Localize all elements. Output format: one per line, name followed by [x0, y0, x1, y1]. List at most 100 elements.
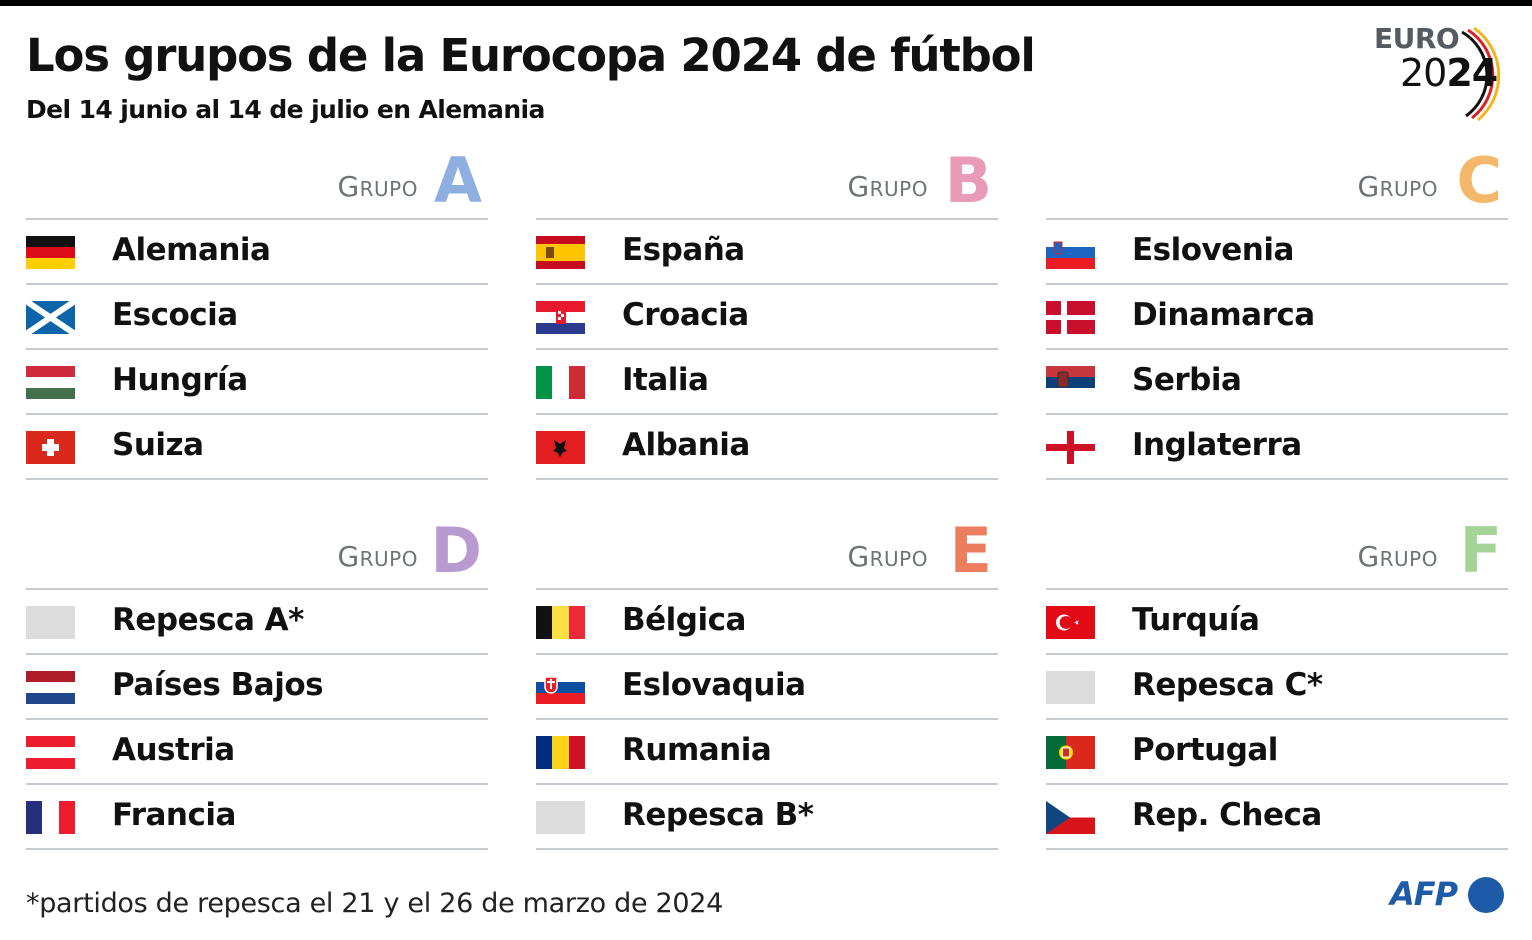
team-row: Croacia [536, 285, 998, 350]
team-row: Países Bajos [26, 655, 488, 720]
placeholder-flag-icon [1046, 671, 1095, 704]
team-row: Rumania [536, 720, 998, 785]
spain-flag-icon [536, 236, 585, 269]
team-name: Repesca A* [112, 602, 304, 638]
team-name: Turquía [1132, 602, 1260, 638]
team-name: Portugal [1132, 732, 1278, 768]
team-row: España [536, 220, 998, 285]
footnote: *partidos de repesca el 21 y el 26 de ma… [26, 888, 724, 919]
group-label: Grupo [1357, 540, 1438, 573]
euro-2024-logo: EURO 2024 [1370, 18, 1520, 128]
slovakia-flag-icon [536, 671, 585, 704]
team-name: Rumania [622, 732, 772, 768]
team-row: Escocia [26, 285, 488, 350]
group-label: Grupo [847, 540, 928, 573]
team-row: Alemania [26, 220, 488, 285]
team-name: Albania [622, 427, 750, 463]
group-letter: D [430, 514, 482, 587]
placeholder-flag-icon [536, 801, 585, 834]
switzerland-flag-icon [26, 431, 75, 464]
team-row: Austria [26, 720, 488, 785]
group-letter: B [944, 144, 992, 217]
group-d: Grupo D Repesca A* Países Bajos Austria Franc… [26, 514, 488, 850]
portugal-flag-icon [1046, 736, 1095, 769]
team-name: Croacia [622, 297, 749, 333]
team-name: Francia [112, 797, 236, 833]
page-title: Los grupos de la Eurocopa 2024 de fútbol [26, 29, 1036, 82]
team-row: Turquía [1046, 590, 1508, 655]
netherlands-flag-icon [26, 671, 75, 704]
group-label: Grupo [847, 170, 928, 203]
group-header: Grupo D [26, 514, 488, 590]
team-row: Italia [536, 350, 998, 415]
page-subtitle: Del 14 junio al 14 de julio en Alemania [26, 95, 545, 124]
group-letter: A [434, 144, 482, 217]
group-label: Grupo [337, 170, 418, 203]
italy-flag-icon [536, 366, 585, 399]
hungary-flag-icon [26, 366, 75, 399]
team-row: Repesca A* [26, 590, 488, 655]
group-letter: F [1459, 514, 1502, 587]
croatia-flag-icon [536, 301, 585, 334]
team-row: Suiza [26, 415, 488, 480]
team-row: Hungría [26, 350, 488, 415]
team-row: Dinamarca [1046, 285, 1508, 350]
team-row: Bélgica [536, 590, 998, 655]
team-name: Serbia [1132, 362, 1242, 398]
group-letter: C [1456, 144, 1502, 217]
group-header: Grupo B [536, 144, 998, 220]
serbia-flag-icon [1046, 366, 1095, 399]
team-name: Repesca B* [622, 797, 814, 833]
albania-flag-icon [536, 431, 585, 464]
team-row: Albania [536, 415, 998, 480]
team-row: Repesca C* [1046, 655, 1508, 720]
team-row: Serbia [1046, 350, 1508, 415]
logo-euro-text: EURO [1374, 22, 1460, 55]
team-row: Rep. Checa [1046, 785, 1508, 850]
team-row: Francia [26, 785, 488, 850]
team-name: España [622, 232, 745, 268]
team-name: Rep. Checa [1132, 797, 1322, 833]
logo-arcs-icon [1461, 26, 1501, 122]
team-name: Alemania [112, 232, 271, 268]
team-name: Países Bajos [112, 667, 324, 703]
placeholder-flag-icon [26, 606, 75, 639]
group-a: Grupo A Alemania Escocia Hungría Suiza [26, 144, 488, 480]
team-name: Hungría [112, 362, 248, 398]
team-name: Repesca C* [1132, 667, 1323, 703]
denmark-flag-icon [1046, 301, 1095, 334]
group-c: Grupo C Eslovenia Dinamarca Serbia Inglaterra [1046, 144, 1508, 480]
team-row: Eslovenia [1046, 220, 1508, 285]
team-row: Repesca B* [536, 785, 998, 850]
group-label: Grupo [337, 540, 418, 573]
team-row: Portugal [1046, 720, 1508, 785]
turkey-flag-icon [1046, 606, 1095, 639]
france-flag-icon [26, 801, 75, 834]
group-b: Grupo B España Croacia Italia Albania [536, 144, 998, 480]
group-f: Grupo F Turquía Repesca C* Portugal Rep. Chec… [1046, 514, 1508, 850]
belgium-flag-icon [536, 606, 585, 639]
top-bar [0, 0, 1532, 6]
scotland-flag-icon [26, 301, 75, 334]
team-name: Escocia [112, 297, 238, 333]
group-header: Grupo C [1046, 144, 1508, 220]
team-name: Bélgica [622, 602, 746, 638]
group-header: Grupo A [26, 144, 488, 220]
team-name: Austria [112, 732, 235, 768]
team-name: Dinamarca [1132, 297, 1315, 333]
logo-year: 2024 [1400, 51, 1498, 95]
team-name: Italia [622, 362, 709, 398]
group-letter: E [949, 514, 992, 587]
group-header: Grupo E [536, 514, 998, 590]
group-label: Grupo [1357, 170, 1438, 203]
afp-logo: AFP [1390, 875, 1506, 915]
team-name: Eslovaquia [622, 667, 806, 703]
romania-flag-icon [536, 736, 585, 769]
team-row: Eslovaquia [536, 655, 998, 720]
team-name: Inglaterra [1132, 427, 1302, 463]
team-name: Eslovenia [1132, 232, 1294, 268]
team-name: Suiza [112, 427, 204, 463]
team-row: Inglaterra [1046, 415, 1508, 480]
germany-flag-icon [26, 236, 75, 269]
group-e: Grupo E Bélgica Eslovaquia Rumania Repesca B* [536, 514, 998, 850]
